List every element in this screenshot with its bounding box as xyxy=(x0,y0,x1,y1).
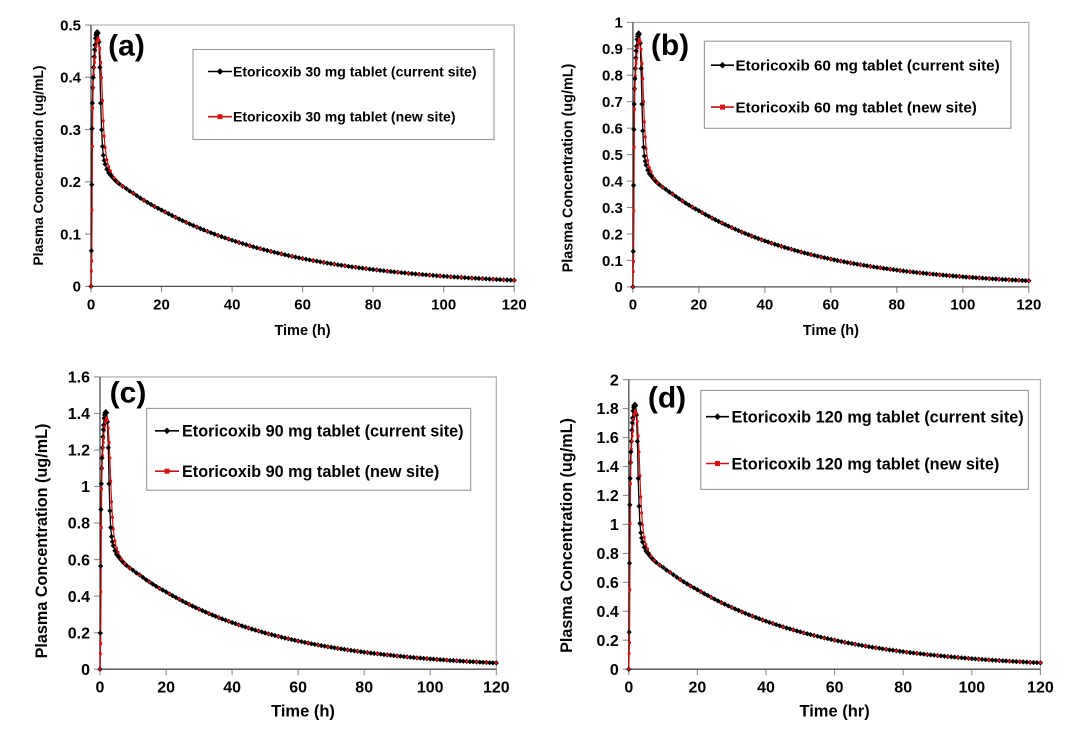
svg-text:Etoricoxib 90 mg tablet (curre: Etoricoxib 90 mg tablet (current site) xyxy=(182,423,464,441)
svg-text:40: 40 xyxy=(757,296,774,313)
svg-text:0.8: 0.8 xyxy=(68,516,90,533)
svg-text:80: 80 xyxy=(894,680,912,697)
svg-text:Etoricoxib 30 mg tablet (curre: Etoricoxib 30 mg tablet (current site) xyxy=(233,64,477,80)
svg-text:0.7: 0.7 xyxy=(602,94,623,111)
svg-text:(a): (a) xyxy=(108,30,145,63)
svg-text:Etoricoxib 120 mg tablet (new: Etoricoxib 120 mg tablet (new site) xyxy=(732,455,1000,473)
svg-text:40: 40 xyxy=(223,680,241,697)
svg-text:Etoricoxib 60 mg tablet (new s: Etoricoxib 60 mg tablet (new site) xyxy=(736,100,977,117)
svg-text:100: 100 xyxy=(417,680,444,697)
svg-text:Time (h): Time (h) xyxy=(803,323,859,339)
svg-text:1: 1 xyxy=(81,479,90,496)
svg-text:1.4: 1.4 xyxy=(68,406,90,423)
svg-text:120: 120 xyxy=(1027,680,1054,697)
svg-text:80: 80 xyxy=(888,296,905,313)
svg-text:20: 20 xyxy=(689,680,707,697)
svg-text:Etoricoxib 120 mg tablet (curr: Etoricoxib 120 mg tablet (current site) xyxy=(732,409,1024,427)
svg-text:0.4: 0.4 xyxy=(60,70,82,87)
svg-text:60: 60 xyxy=(822,296,839,313)
svg-text:0: 0 xyxy=(87,296,95,313)
svg-text:0.3: 0.3 xyxy=(60,122,81,139)
svg-text:Etoricoxib 90 mg tablet (new s: Etoricoxib 90 mg tablet (new site) xyxy=(182,463,439,481)
svg-text:0.9: 0.9 xyxy=(602,41,623,58)
svg-text:0.4: 0.4 xyxy=(597,604,619,621)
svg-text:0.4: 0.4 xyxy=(68,589,90,606)
svg-text:Plasma Concentration (ug/mL): Plasma Concentration (ug/mL) xyxy=(561,63,577,272)
svg-text:1: 1 xyxy=(615,15,623,32)
svg-text:1.6: 1.6 xyxy=(68,370,90,387)
svg-text:0.8: 0.8 xyxy=(597,546,619,563)
svg-text:40: 40 xyxy=(224,296,241,313)
svg-text:40: 40 xyxy=(757,680,775,697)
svg-text:60: 60 xyxy=(294,296,311,313)
svg-text:20: 20 xyxy=(691,296,708,313)
svg-text:1.2: 1.2 xyxy=(68,443,90,460)
svg-text:120: 120 xyxy=(502,296,527,313)
svg-text:0.2: 0.2 xyxy=(597,633,619,650)
svg-text:20: 20 xyxy=(157,680,175,697)
svg-text:Plasma Concentration (ug/mL): Plasma Concentration (ug/mL) xyxy=(33,424,51,659)
svg-text:100: 100 xyxy=(958,680,985,697)
svg-text:(c): (c) xyxy=(110,377,147,410)
svg-text:120: 120 xyxy=(1016,296,1041,313)
svg-text:60: 60 xyxy=(289,680,307,697)
svg-text:0.4: 0.4 xyxy=(602,173,624,190)
svg-text:80: 80 xyxy=(355,680,373,697)
svg-text:80: 80 xyxy=(365,296,382,313)
svg-text:1.4: 1.4 xyxy=(597,459,619,476)
svg-text:0.6: 0.6 xyxy=(602,121,623,138)
svg-text:0.2: 0.2 xyxy=(68,625,90,642)
svg-text:120: 120 xyxy=(483,680,510,697)
svg-text:0: 0 xyxy=(615,279,623,296)
svg-text:0: 0 xyxy=(96,680,105,697)
svg-text:1.6: 1.6 xyxy=(597,430,619,447)
svg-text:Time (hr): Time (hr) xyxy=(799,702,869,720)
svg-text:0.1: 0.1 xyxy=(602,253,623,270)
svg-text:1: 1 xyxy=(610,517,619,534)
svg-text:Time (h): Time (h) xyxy=(271,702,335,720)
svg-text:0: 0 xyxy=(73,279,81,296)
svg-text:Time (h): Time (h) xyxy=(274,323,330,339)
svg-text:60: 60 xyxy=(826,680,844,697)
svg-text:20: 20 xyxy=(153,296,170,313)
svg-text:0.6: 0.6 xyxy=(68,552,90,569)
svg-text:0.1: 0.1 xyxy=(60,226,81,243)
svg-text:0: 0 xyxy=(81,662,90,679)
svg-text:100: 100 xyxy=(431,296,456,313)
svg-text:(b): (b) xyxy=(651,29,689,62)
svg-text:100: 100 xyxy=(950,296,975,313)
svg-text:0: 0 xyxy=(629,296,637,313)
svg-text:1.2: 1.2 xyxy=(597,488,619,505)
svg-text:(d): (d) xyxy=(648,381,686,414)
svg-text:2: 2 xyxy=(610,372,619,389)
svg-text:Plasma Concentration (ug/mL): Plasma Concentration (ug/mL) xyxy=(558,418,576,653)
svg-text:1.8: 1.8 xyxy=(597,401,619,418)
svg-text:0.5: 0.5 xyxy=(602,147,623,164)
svg-text:Plasma Concentration (ug/mL): Plasma Concentration (ug/mL) xyxy=(31,65,46,265)
svg-text:0.2: 0.2 xyxy=(60,174,81,191)
svg-text:0.6: 0.6 xyxy=(597,575,619,592)
svg-text:0.2: 0.2 xyxy=(602,226,623,243)
svg-text:Etoricoxib 60 mg tablet (curre: Etoricoxib 60 mg tablet (current site) xyxy=(736,58,1000,75)
svg-text:0.3: 0.3 xyxy=(602,200,623,217)
svg-text:Etoricoxib 30 mg tablet (new s: Etoricoxib 30 mg tablet (new site) xyxy=(233,109,456,125)
svg-text:0: 0 xyxy=(610,662,619,679)
svg-text:0.5: 0.5 xyxy=(60,17,81,34)
svg-text:0: 0 xyxy=(624,680,633,697)
svg-text:0.8: 0.8 xyxy=(602,68,623,85)
